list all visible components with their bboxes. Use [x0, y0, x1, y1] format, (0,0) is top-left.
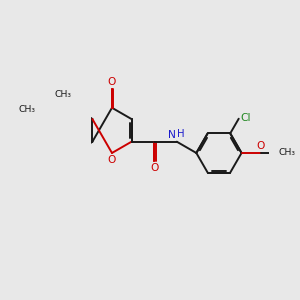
Text: CH₃: CH₃ — [278, 148, 296, 158]
Text: Cl: Cl — [241, 112, 251, 122]
Text: O: O — [107, 77, 116, 87]
Text: O: O — [150, 163, 158, 173]
Text: O: O — [256, 141, 265, 151]
Text: CH₃: CH₃ — [54, 90, 71, 99]
Text: H: H — [177, 129, 184, 139]
Text: N: N — [168, 130, 176, 140]
Text: O: O — [108, 155, 116, 165]
Text: CH₃: CH₃ — [18, 105, 35, 114]
